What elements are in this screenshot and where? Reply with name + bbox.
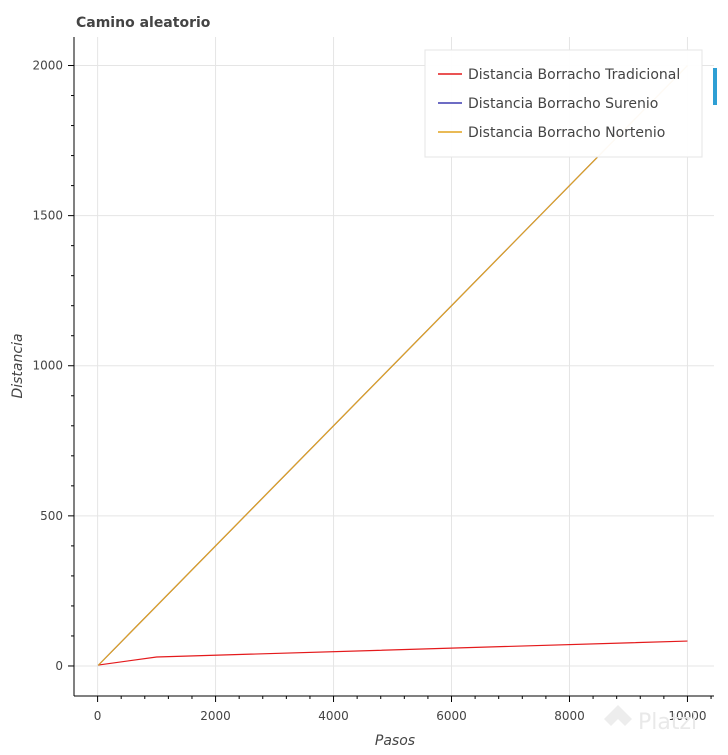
x-tick-label: 0 (94, 709, 102, 723)
legend-box (424, 49, 703, 158)
y-tick-label: 2000 (32, 59, 63, 73)
y-ticks: 0 500 1000 1500 2000 (32, 59, 74, 673)
x-tick-label: 2000 (200, 709, 231, 723)
y-tick-label: 500 (40, 509, 63, 523)
legend: Distancia Borracho Tradicional Distancia … (424, 49, 703, 158)
watermark-text: Platzi (638, 710, 697, 735)
platzi-logo-icon (604, 705, 632, 733)
x-axis-label: Pasos (375, 733, 415, 749)
x-tick-label: 8000 (554, 709, 585, 723)
series-line-3 (97, 65, 688, 666)
toolbar-accent[interactable] (713, 68, 717, 105)
y-axis-label: Distancia (10, 333, 26, 398)
x-tick-label: 6000 (436, 709, 467, 723)
legend-label: Distancia Borracho Surenio (468, 96, 658, 112)
series-layer (97, 65, 688, 666)
watermark: Platzi (604, 705, 697, 735)
x-ticks: 0 2000 4000 6000 8000 10000 (94, 696, 712, 723)
series-line-1 (98, 640, 688, 666)
legend-label: Distancia Borracho Tradicional (468, 67, 680, 83)
axes (73, 37, 714, 697)
y-tick-label: 0 (55, 659, 63, 673)
chart-title: Camino aleatorio (76, 15, 211, 31)
legend-label: Distancia Borracho Nortenio (468, 125, 665, 141)
y-tick-label: 1000 (32, 359, 63, 373)
x-tick-label: 4000 (318, 709, 349, 723)
x-tick-label: 10000 (668, 709, 706, 723)
y-tick-label: 1500 (32, 209, 63, 223)
